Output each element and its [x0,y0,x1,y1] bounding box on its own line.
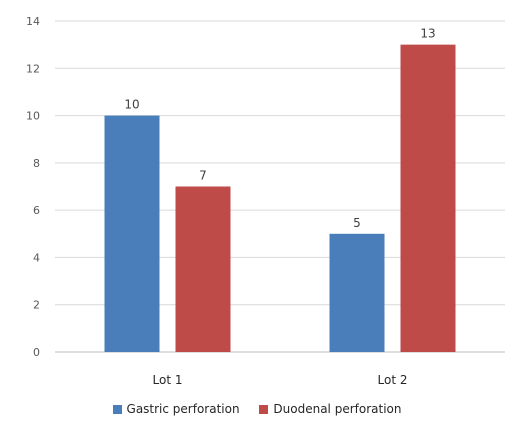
y-tick-label: 14 [26,15,40,28]
data-label: 13 [420,27,435,41]
data-labels: 10 7 5 13 [124,27,435,230]
data-label: 10 [124,98,139,112]
y-tick-label: 0 [33,346,40,359]
legend-label-gastric: Gastric perforation [126,402,240,416]
bar [175,186,231,352]
x-category-label: Lot 2 [378,373,408,387]
x-axis-categories: Lot 1 Lot 2 [153,373,408,387]
x-category-label: Lot 1 [153,373,183,387]
data-label: 7 [199,169,207,183]
data-label: 5 [353,216,361,230]
y-axis-ticks: 0 2 4 6 8 10 12 14 [26,15,40,359]
bar-chart: 0 2 4 6 8 10 12 14 10 7 5 13 Lot 1 Lot 2 [26,15,505,387]
bar [329,233,385,352]
y-tick-label: 10 [26,110,40,123]
bar [104,115,160,352]
legend-swatch-gastric [112,404,122,414]
chart-legend: Gastric perforation Duodenal perforation [0,402,514,417]
y-tick-label: 12 [26,62,40,75]
y-tick-label: 8 [33,157,40,170]
y-tick-label: 4 [33,251,40,264]
y-tick-label: 2 [33,299,40,312]
legend-label-duodenal: Duodenal perforation [273,402,402,416]
legend-item-gastric: Gastric perforation [112,402,240,416]
legend-item-duodenal: Duodenal perforation [259,402,401,416]
bar [400,44,456,353]
legend-swatch-duodenal [259,404,269,414]
bars [104,44,456,353]
y-tick-label: 6 [33,204,40,217]
